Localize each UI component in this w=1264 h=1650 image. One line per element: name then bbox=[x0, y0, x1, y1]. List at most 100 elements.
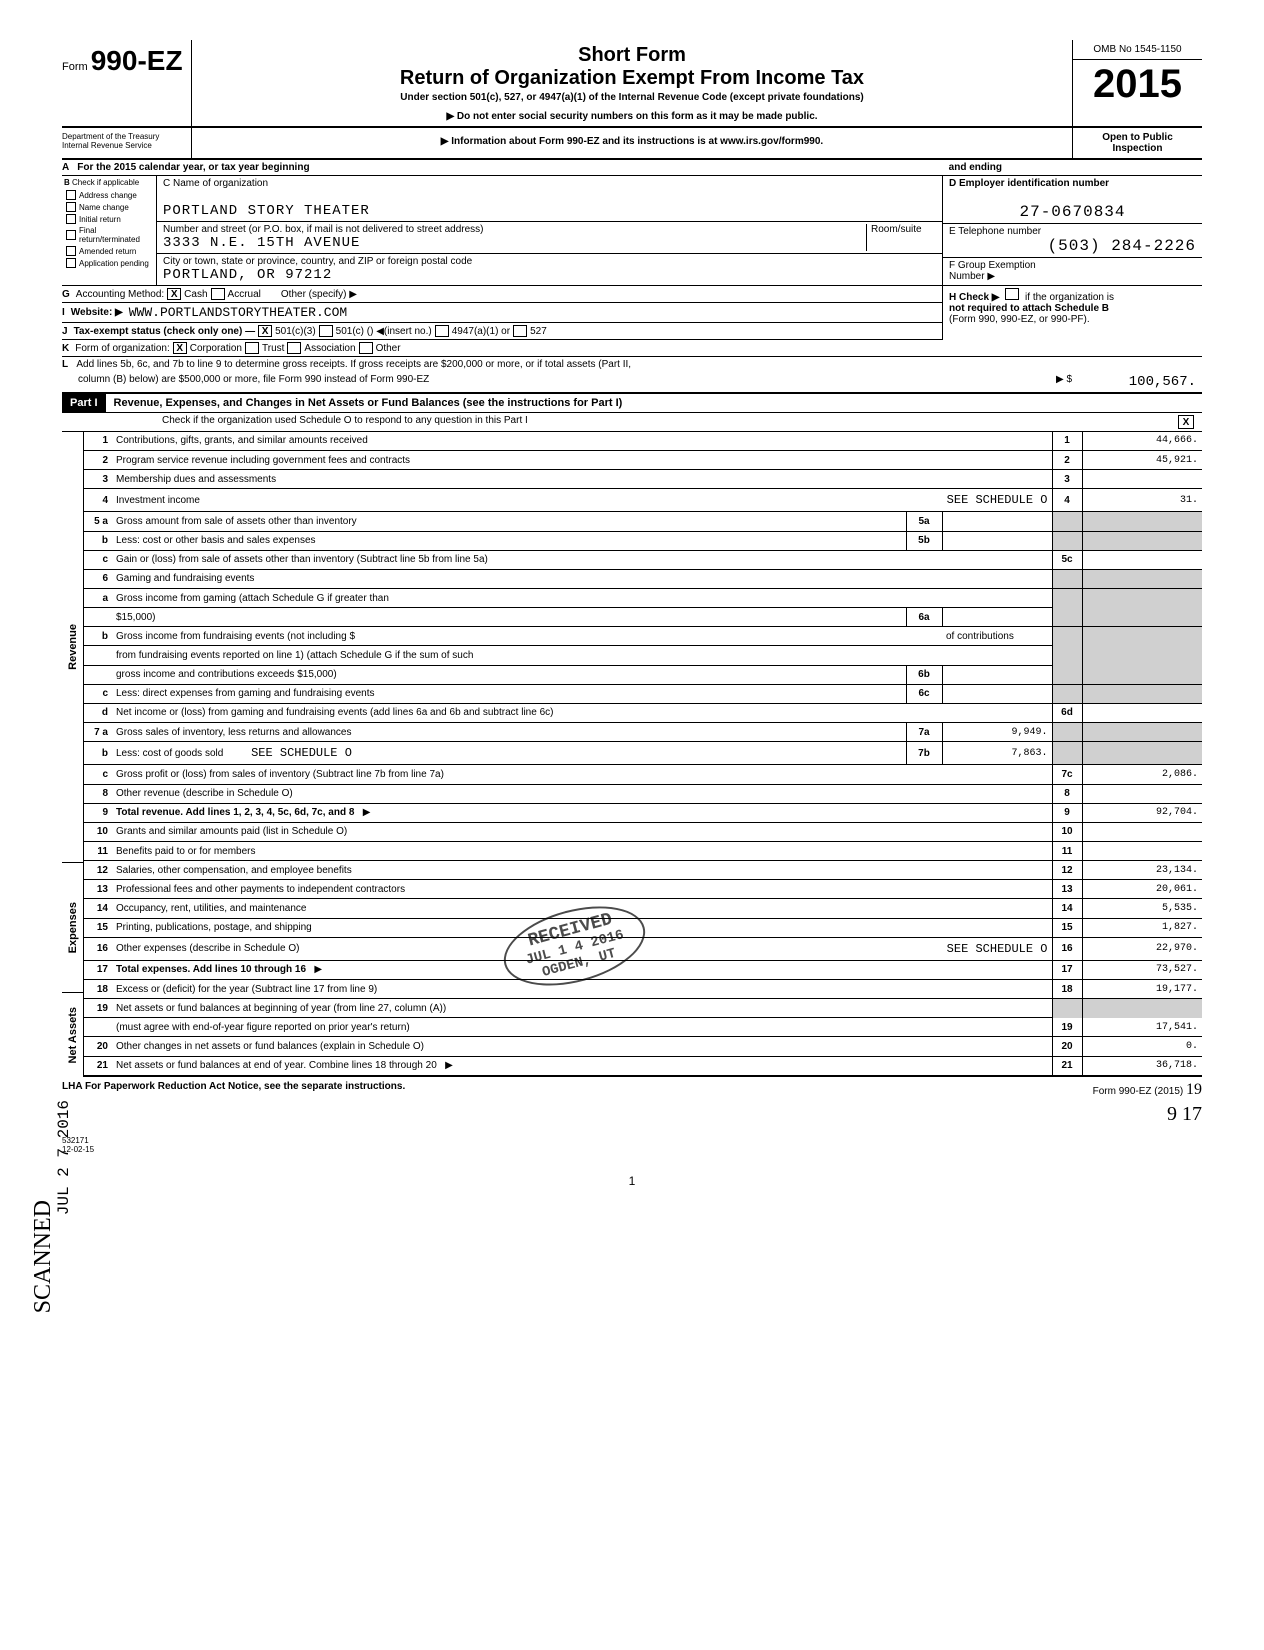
line-6a-1: aGross income from gaming (attach Schedu… bbox=[84, 589, 1202, 608]
line-9: 9Total revenue. Add lines 1, 2, 3, 4, 5c… bbox=[84, 803, 1202, 822]
line-6b-1: bGross income from fundraising events (n… bbox=[84, 627, 1202, 646]
row-a: A For the 2015 calendar year, or tax yea… bbox=[62, 160, 1202, 176]
part-i-title: Revenue, Expenses, and Changes in Net As… bbox=[114, 397, 623, 409]
website-value: WWW.PORTLANDSTORYTHEATER.COM bbox=[129, 305, 347, 320]
city-row: City or town, state or province, country… bbox=[157, 254, 942, 285]
open-public: Open to Public bbox=[1077, 132, 1198, 143]
line-11: 11Benefits paid to or for members11 bbox=[84, 841, 1202, 860]
short-form-label: Short Form bbox=[202, 44, 1062, 67]
org-name-row: C Name of organization PORTLAND STORY TH… bbox=[157, 176, 942, 222]
cb-app-pending[interactable]: Application pending bbox=[62, 257, 156, 269]
inspection-cell: Open to Public Inspection bbox=[1072, 128, 1202, 158]
line-h: H Check ▶ if the organization is not req… bbox=[942, 286, 1202, 340]
lines-table: 1Contributions, gifts, grants, and simil… bbox=[84, 432, 1202, 1077]
cb-501c[interactable] bbox=[319, 325, 333, 337]
form-ref: Form 990-EZ (2015) 19 bbox=[1093, 1081, 1202, 1099]
cb-schedule-o[interactable]: X bbox=[1178, 415, 1194, 429]
line-6b-2: from fundraising events reported on line… bbox=[84, 646, 1202, 665]
form-number: 990-EZ bbox=[91, 45, 183, 76]
addr-label: Number and street (or P.O. box, if mail … bbox=[163, 224, 866, 235]
room-label: Room/suite bbox=[871, 224, 936, 235]
phone-label: E Telephone number bbox=[949, 226, 1196, 237]
line-4: 4Investment incomeSEE SCHEDULE O431. bbox=[84, 489, 1202, 512]
col-de: D Employer identification number 27-0670… bbox=[942, 176, 1202, 285]
line-5b: bLess: cost or other basis and sales exp… bbox=[84, 531, 1202, 550]
group-label: F Group Exemption bbox=[949, 260, 1196, 271]
omb-number: OMB No 1545-1150 bbox=[1073, 40, 1202, 60]
line-6d: dNet income or (loss) from gaming and fu… bbox=[84, 703, 1202, 722]
scanned-stamp: SCANNED bbox=[30, 1200, 57, 1313]
year-cell: OMB No 1545-1150 2015 bbox=[1072, 40, 1202, 126]
city-value: PORTLAND, OR 97212 bbox=[163, 267, 936, 283]
cb-527[interactable] bbox=[513, 325, 527, 337]
line-14: 14Occupancy, rent, utilities, and mainte… bbox=[84, 899, 1202, 918]
main-title: Return of Organization Exempt From Incom… bbox=[202, 67, 1062, 90]
address-row: Number and street (or P.O. box, if mail … bbox=[157, 222, 942, 254]
line-21: 21Net assets or fund balances at end of … bbox=[84, 1056, 1202, 1076]
netassets-label: Net Assets bbox=[67, 1007, 79, 1063]
gross-receipts: 100,567. bbox=[1072, 374, 1202, 390]
part-i-check: Check if the organization used Schedule … bbox=[62, 413, 1202, 432]
header-row: Form 990-EZ Short Form Return of Organiz… bbox=[62, 40, 1202, 128]
line-g: G Accounting Method: XCash Accrual Other… bbox=[62, 286, 942, 303]
phone-row: E Telephone number (503) 284-2226 bbox=[943, 224, 1202, 258]
date-stamp: JUL 2 7 2016 bbox=[55, 1100, 73, 1215]
line-3: 3Membership dues and assessments3 bbox=[84, 470, 1202, 489]
cb-assoc[interactable] bbox=[287, 342, 301, 354]
line-17: 17Total expenses. Add lines 10 through 1… bbox=[84, 960, 1202, 979]
cb-cash[interactable]: X bbox=[167, 288, 181, 300]
col-b: B Check if applicable Address change Nam… bbox=[62, 176, 157, 285]
cb-amended[interactable]: Amended return bbox=[62, 245, 156, 257]
line-5c: cGain or (loss) from sale of assets othe… bbox=[84, 550, 1202, 569]
ein-row: D Employer identification number 27-0670… bbox=[943, 176, 1202, 224]
line-8: 8Other revenue (describe in Schedule O)8 bbox=[84, 784, 1202, 803]
line-12: 12Salaries, other compensation, and empl… bbox=[84, 861, 1202, 880]
section-bcdef: B Check if applicable Address change Nam… bbox=[62, 176, 1202, 286]
group-exemption-row: F Group Exemption Number ▶ bbox=[943, 258, 1202, 284]
form-number-cell: Form 990-EZ bbox=[62, 40, 192, 126]
cb-trust[interactable] bbox=[245, 342, 259, 354]
ein-label: D Employer identification number bbox=[949, 178, 1196, 189]
line-5a: 5 aGross amount from sale of assets othe… bbox=[84, 512, 1202, 531]
line-i: I Website: ▶ WWW.PORTLANDSTORYTHEATER.CO… bbox=[62, 303, 942, 323]
cb-initial-return[interactable]: Initial return bbox=[62, 213, 156, 225]
line-k: K Form of organization: XCorporation Tru… bbox=[62, 340, 1202, 357]
line-10: 10Grants and similar amounts paid (list … bbox=[84, 822, 1202, 841]
ein-value: 27-0670834 bbox=[949, 203, 1196, 221]
addr-value: 3333 N.E. 15TH AVENUE bbox=[163, 235, 866, 251]
cb-sched-b[interactable] bbox=[1005, 288, 1019, 300]
cb-name-change[interactable]: Name change bbox=[62, 201, 156, 213]
notice-ssn: ▶ Do not enter social security numbers o… bbox=[202, 111, 1062, 122]
cb-accrual[interactable] bbox=[211, 288, 225, 300]
part-i-label: Part I bbox=[62, 394, 106, 412]
title-cell: Short Form Return of Organization Exempt… bbox=[192, 40, 1072, 126]
label-a: A bbox=[62, 162, 69, 173]
line-6b-3: gross income and contributions exceeds $… bbox=[84, 665, 1202, 684]
line-13: 13Professional fees and other payments t… bbox=[84, 880, 1202, 899]
group-number: Number ▶ bbox=[949, 271, 1196, 282]
dept-row: Department of the Treasury Internal Reve… bbox=[62, 128, 1202, 160]
info-notice: ▶ Information about Form 990-EZ and its … bbox=[192, 128, 1072, 158]
row-a-text: For the 2015 calendar year, or tax year … bbox=[77, 162, 309, 173]
line-6c: cLess: direct expenses from gaming and f… bbox=[84, 684, 1202, 703]
line-7c: cGross profit or (loss) from sales of in… bbox=[84, 765, 1202, 784]
form-990ez-container: Form 990-EZ Short Form Return of Organiz… bbox=[62, 40, 1202, 1188]
line-20: 20Other changes in net assets or fund ba… bbox=[84, 1037, 1202, 1056]
line-6: 6Gaming and fundraising events bbox=[84, 569, 1202, 588]
line-j: J Tax-exempt status (check only one) — X… bbox=[62, 323, 942, 340]
cb-corp[interactable]: X bbox=[173, 342, 187, 354]
line-2: 2Program service revenue including gover… bbox=[84, 450, 1202, 469]
cb-4947[interactable] bbox=[435, 325, 449, 337]
and-ending: and ending bbox=[949, 162, 1002, 173]
city-label: City or town, state or province, country… bbox=[163, 256, 936, 267]
lines-container: Revenue Expenses Net Assets 1Contributio… bbox=[62, 432, 1202, 1077]
line-7b: bLess: cost of goods sold SEE SCHEDULE O… bbox=[84, 742, 1202, 765]
footer-row: LHA For Paperwork Reduction Act Notice, … bbox=[62, 1077, 1202, 1103]
line-l-2: column (B) below) are $500,000 or more, … bbox=[62, 372, 1202, 393]
expenses-label: Expenses bbox=[67, 902, 79, 953]
cb-address-change[interactable]: Address change bbox=[62, 189, 156, 201]
cb-final-return[interactable]: Final return/terminated bbox=[62, 225, 156, 245]
tax-year: 2015 bbox=[1073, 60, 1202, 108]
cb-other-org[interactable] bbox=[359, 342, 373, 354]
cb-501c3[interactable]: X bbox=[258, 325, 272, 337]
